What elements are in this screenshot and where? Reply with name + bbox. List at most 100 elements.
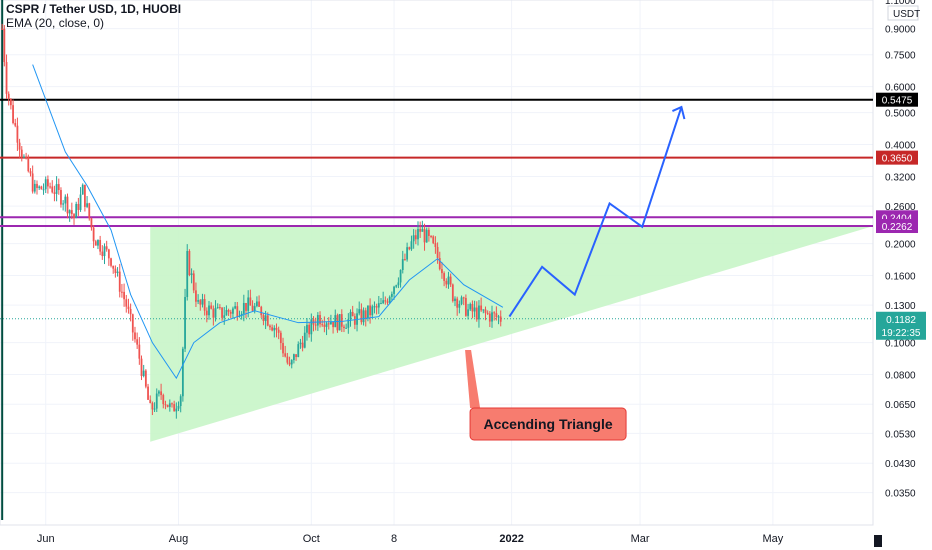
candle-body [88, 203, 91, 219]
candle-body [168, 403, 171, 407]
level-price-tag-label: 0.5475 [882, 96, 913, 107]
candle-body [242, 302, 245, 314]
candle-body [101, 251, 104, 257]
annotation-pointer [465, 349, 481, 408]
candle-body [245, 302, 247, 311]
candle-body [123, 291, 125, 300]
ema-line [32, 64, 504, 380]
candle-body [49, 186, 51, 188]
tradingview-logo-icon [874, 535, 882, 547]
candle-body [395, 285, 398, 287]
candle-body [179, 396, 182, 407]
candle-body [177, 406, 180, 409]
candle-body [258, 301, 260, 307]
candle-body [373, 306, 376, 308]
projection-path [508, 106, 683, 318]
candle-body [271, 327, 274, 331]
candle-body [73, 214, 75, 219]
candle-body [323, 324, 326, 327]
candle-body [203, 299, 206, 311]
candle-body [454, 298, 456, 302]
ascending-triangle-layer [150, 226, 873, 442]
candle-body [473, 307, 476, 312]
candle-body [464, 298, 467, 316]
candle-body [60, 190, 62, 205]
candle-body [16, 125, 19, 143]
candle-body [144, 370, 147, 387]
candle-body [404, 259, 406, 261]
y-tick-label: 0.0430 [885, 459, 916, 470]
x-tick-label: Aug [169, 533, 189, 545]
candle-body [27, 157, 30, 172]
y-tick-label: 0.1000 [885, 339, 916, 350]
candle-body [393, 286, 395, 294]
candle-body [3, 28, 6, 63]
candle-body [184, 297, 186, 349]
y-tick-label: 0.9000 [885, 25, 916, 36]
candle-body [423, 229, 426, 243]
candle-body [18, 142, 21, 150]
candle-body [369, 305, 371, 316]
candle-body [190, 273, 193, 276]
candle-body [112, 265, 115, 269]
candle-body [384, 300, 387, 302]
candle-body [408, 247, 411, 250]
x-tick-label: Oct [303, 533, 320, 545]
candle-body [327, 323, 330, 325]
candle-body [275, 327, 278, 330]
candle-body [332, 322, 334, 328]
candle-body [375, 306, 378, 308]
candle-body [99, 240, 102, 252]
candle-body [412, 235, 415, 242]
candle-body [362, 310, 365, 323]
candle-body [303, 332, 306, 348]
candle-body [125, 299, 128, 307]
chart-header: CSPR / Tether USD, 1D, HUOBI EMA (20, cl… [6, 2, 181, 30]
projection-arrowhead [672, 105, 686, 120]
candle-body [81, 184, 84, 195]
candle-body [441, 269, 443, 274]
y-tick-label: 0.0800 [885, 371, 916, 382]
candle-body [308, 324, 311, 335]
candle-body [225, 310, 228, 316]
candle-body [218, 307, 221, 309]
candle-body [247, 297, 250, 311]
ascending-triangle [150, 226, 873, 442]
candle-body [12, 105, 14, 124]
projection-layer [508, 105, 686, 318]
level-price-tag-label: 0.2262 [882, 222, 913, 233]
candle-body [171, 403, 173, 405]
candle-body [279, 332, 282, 344]
candle-body [142, 370, 145, 377]
candle-body [377, 303, 380, 308]
candle-body [414, 235, 417, 240]
candle-body [84, 184, 86, 207]
candle-body [14, 123, 17, 126]
candle-body [336, 315, 339, 331]
candle-body [1, 28, 4, 30]
y-tick-label: 0.2000 [885, 240, 916, 251]
candle-body [162, 395, 165, 405]
candle-body [79, 194, 82, 210]
candle-body [438, 258, 441, 270]
candle-body [134, 332, 136, 340]
candle-body [471, 303, 474, 312]
x-tick-label: 8 [391, 533, 397, 545]
candle-body [432, 236, 435, 244]
level-price-tag [876, 92, 918, 107]
candle-body [399, 269, 402, 283]
candle-body [360, 309, 363, 323]
candle-body [340, 314, 343, 327]
candle-body [467, 309, 469, 316]
y-tick-label: 0.1300 [885, 301, 916, 312]
y-tick-label: 0.7500 [885, 51, 916, 62]
candle-body [443, 273, 446, 281]
x-tick-label: 2022 [499, 533, 523, 545]
candle-body [129, 308, 132, 315]
candle-body [475, 307, 478, 320]
candle-body [147, 386, 149, 400]
candle-body [201, 299, 204, 305]
candle-body [314, 324, 317, 326]
